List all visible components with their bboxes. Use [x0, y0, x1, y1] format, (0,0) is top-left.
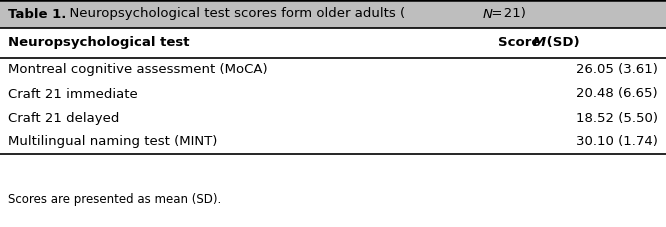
Text: Craft 21 delayed: Craft 21 delayed [8, 111, 119, 124]
Text: Score: Score [498, 37, 545, 49]
Text: 20.48 (6.65): 20.48 (6.65) [576, 87, 658, 101]
Text: Scores are presented as mean (SD).: Scores are presented as mean (SD). [8, 193, 221, 207]
Text: 26.05 (3.61): 26.05 (3.61) [576, 64, 658, 76]
Text: Montreal cognitive assessment (MoCA): Montreal cognitive assessment (MoCA) [8, 64, 268, 76]
Text: Table 1.: Table 1. [8, 7, 67, 20]
Bar [0, 0, 666, 28]
Text: = 21): = 21) [490, 7, 526, 20]
Text: N: N [482, 7, 492, 20]
Text: Craft 21 immediate: Craft 21 immediate [8, 87, 138, 101]
Text: (SD): (SD) [542, 37, 579, 49]
Text: M: M [533, 37, 546, 49]
Text: Neuropsychological test scores form older adults (: Neuropsychological test scores form olde… [61, 7, 406, 20]
Text: 18.52 (5.50): 18.52 (5.50) [576, 111, 658, 124]
Text: 30.10 (1.74): 30.10 (1.74) [576, 136, 658, 148]
Text: Multilingual naming test (MINT): Multilingual naming test (MINT) [8, 136, 217, 148]
Bar [0, 28, 666, 227]
Text: Neuropsychological test: Neuropsychological test [8, 37, 190, 49]
